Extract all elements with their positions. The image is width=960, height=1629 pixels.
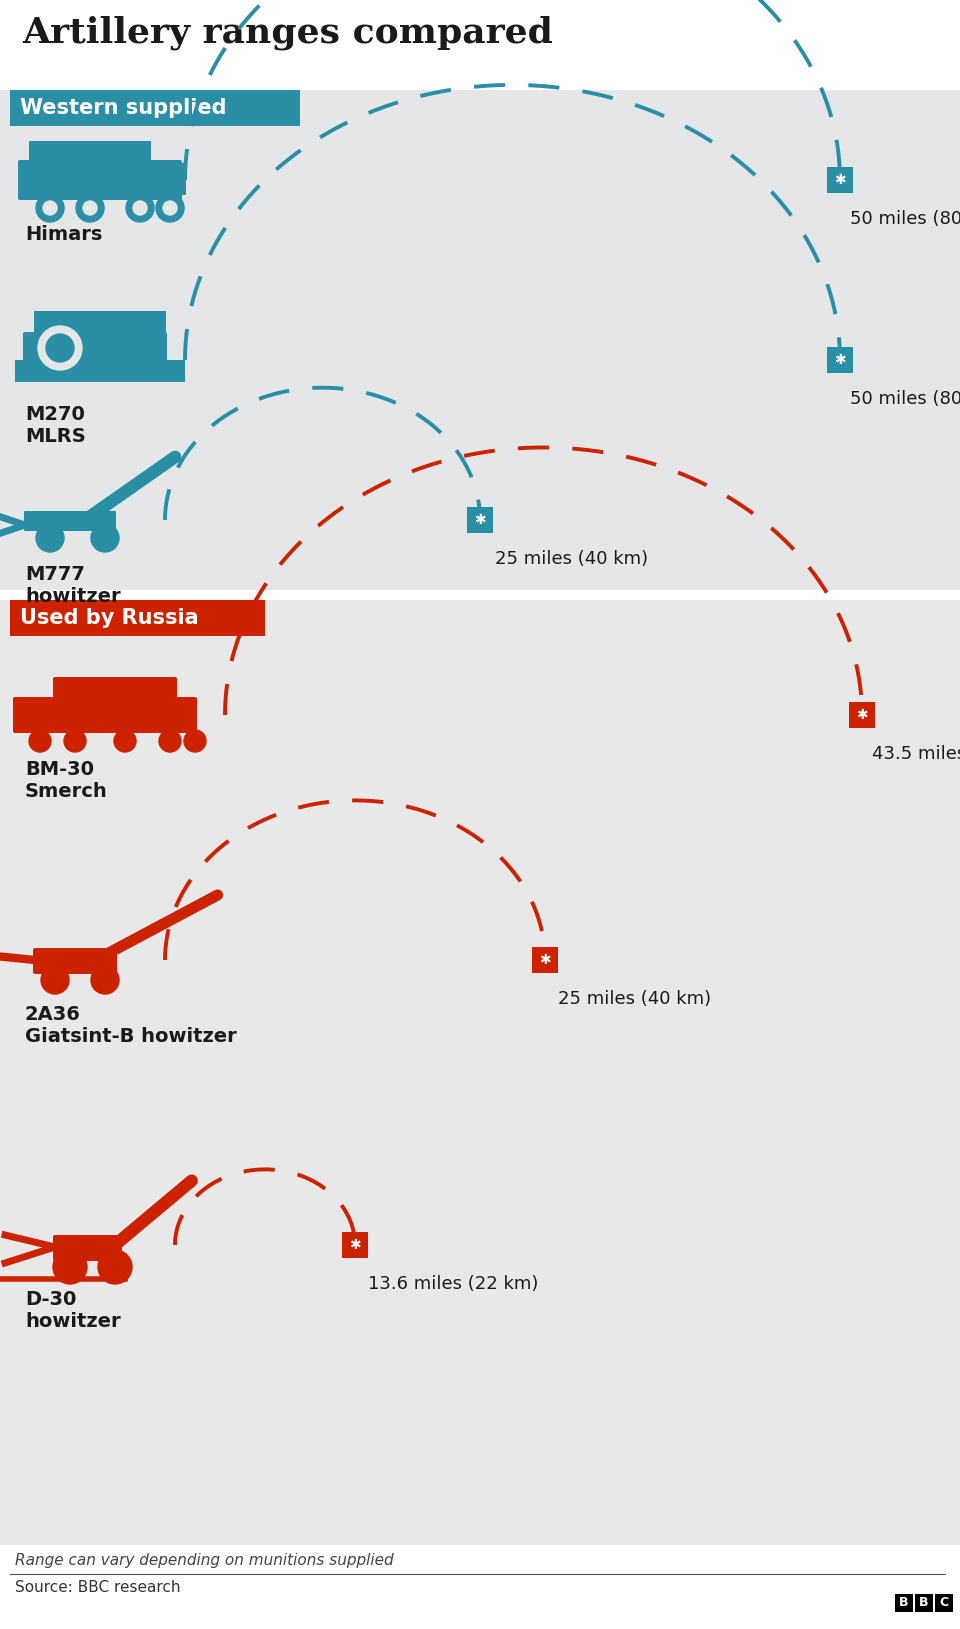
Text: howitzer: howitzer [25,1311,121,1331]
Text: Range can vary depending on munitions supplied: Range can vary depending on munitions su… [15,1552,394,1569]
Circle shape [43,200,57,215]
Text: ✱: ✱ [834,173,846,187]
FancyBboxPatch shape [467,507,493,533]
FancyBboxPatch shape [10,90,300,125]
Text: ✱: ✱ [474,513,486,528]
FancyBboxPatch shape [18,160,182,200]
FancyBboxPatch shape [849,702,875,728]
FancyBboxPatch shape [53,1235,122,1261]
Text: Western supplied: Western supplied [20,98,227,117]
Text: 50 miles (80 km): 50 miles (80 km) [850,210,960,228]
FancyBboxPatch shape [915,1595,933,1613]
Text: M777: M777 [25,565,84,585]
Circle shape [133,200,147,215]
Text: MLRS: MLRS [25,427,85,446]
FancyBboxPatch shape [13,697,197,733]
Circle shape [98,1249,132,1284]
Circle shape [76,194,104,222]
FancyBboxPatch shape [15,360,185,381]
Text: 25 miles (40 km): 25 miles (40 km) [495,551,648,569]
FancyBboxPatch shape [935,1595,953,1613]
Text: 13.6 miles (22 km): 13.6 miles (22 km) [368,1276,539,1293]
Circle shape [91,966,119,994]
FancyBboxPatch shape [0,599,960,1544]
Circle shape [126,194,154,222]
Circle shape [41,966,69,994]
FancyBboxPatch shape [24,512,116,531]
Text: Smerch: Smerch [25,782,108,801]
FancyBboxPatch shape [0,90,960,590]
Text: B: B [900,1596,909,1609]
Text: howitzer: howitzer [25,586,121,606]
Circle shape [184,730,206,753]
Circle shape [64,730,86,753]
Text: Giatsint-B howitzer: Giatsint-B howitzer [25,1026,237,1046]
Circle shape [29,730,51,753]
Circle shape [36,194,64,222]
Text: B: B [920,1596,928,1609]
Circle shape [36,525,64,552]
Circle shape [163,200,177,215]
Circle shape [156,194,184,222]
Text: Source: BBC research: Source: BBC research [15,1580,180,1595]
Text: ✱: ✱ [856,709,868,722]
Circle shape [38,326,82,370]
Text: 43.5 miles (70 km): 43.5 miles (70 km) [872,744,960,762]
Text: D-30: D-30 [25,1290,77,1310]
FancyBboxPatch shape [10,599,265,635]
Text: 25 miles (40 km): 25 miles (40 km) [558,990,711,1008]
Text: ✱: ✱ [834,353,846,367]
FancyBboxPatch shape [23,332,167,367]
Circle shape [83,200,97,215]
FancyBboxPatch shape [895,1595,913,1613]
Circle shape [91,525,119,552]
Text: M270: M270 [25,406,84,424]
Text: Artillery ranges compared: Artillery ranges compared [22,15,553,49]
Text: ✱: ✱ [349,1238,361,1253]
Circle shape [159,730,181,753]
Circle shape [53,1249,87,1284]
FancyBboxPatch shape [827,347,853,373]
Text: BM-30: BM-30 [25,761,94,779]
FancyBboxPatch shape [33,948,117,974]
Circle shape [46,334,74,362]
FancyBboxPatch shape [53,678,177,704]
FancyBboxPatch shape [29,142,151,165]
Text: C: C [940,1596,948,1609]
FancyBboxPatch shape [827,168,853,192]
Circle shape [114,730,136,753]
Text: Himars: Himars [25,225,103,244]
Text: ✱: ✱ [540,953,551,968]
Text: Used by Russia: Used by Russia [20,608,199,629]
Text: 2A36: 2A36 [25,1005,81,1025]
FancyBboxPatch shape [34,311,166,337]
FancyBboxPatch shape [532,946,558,973]
Text: 50 miles (80 km): 50 miles (80 km) [850,389,960,407]
FancyBboxPatch shape [342,1232,368,1258]
FancyBboxPatch shape [154,163,186,195]
